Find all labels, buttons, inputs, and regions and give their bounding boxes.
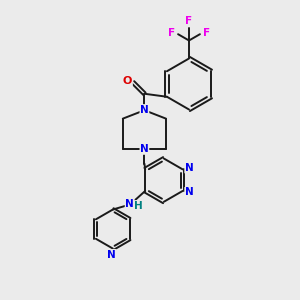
Text: N: N xyxy=(140,105,149,115)
Text: N: N xyxy=(140,144,149,154)
Text: F: F xyxy=(168,28,175,38)
Text: F: F xyxy=(185,16,193,26)
Text: N: N xyxy=(107,250,116,260)
Text: N: N xyxy=(125,199,134,209)
Text: H: H xyxy=(134,201,143,211)
Text: F: F xyxy=(203,28,210,38)
Text: O: O xyxy=(123,76,132,85)
Text: N: N xyxy=(185,188,194,197)
Text: N: N xyxy=(185,163,194,173)
